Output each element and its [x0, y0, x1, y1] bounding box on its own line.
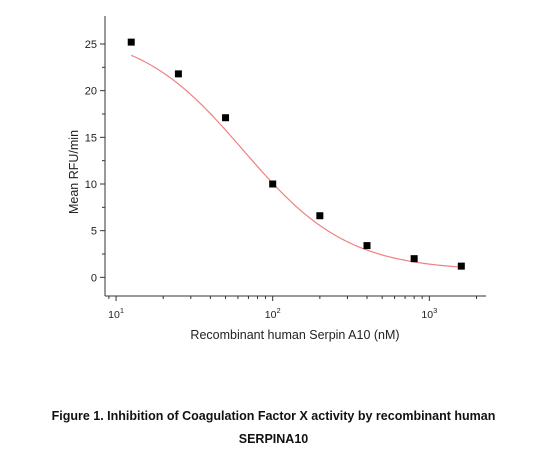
data-markers [127, 38, 465, 270]
y-tick-label: 0 [91, 272, 97, 284]
figure-caption-line-1: Figure 1. Inhibition of Coagulation Fact… [51, 409, 496, 423]
data-point [269, 180, 277, 188]
y-tick-label: 20 [85, 86, 97, 98]
figure-caption-line-2: SERPINA10 [238, 432, 309, 446]
y-axis-label: Mean RFU/min [67, 130, 81, 214]
x-tick-label: 103 [421, 306, 437, 321]
data-point [363, 242, 371, 250]
axes: 0 5 10 15 20 25 101 102 103 [85, 16, 486, 321]
y-tick-label: 5 [91, 226, 97, 238]
data-point [410, 255, 418, 263]
x-axis-label: Recombinant human Serpin A10 (nM) [190, 328, 399, 342]
data-point [127, 38, 135, 46]
fit-curve [130, 54, 462, 268]
chart: 0 5 10 15 20 25 101 102 103 Recombinant human Se… [67, 16, 486, 342]
data-point [316, 212, 324, 220]
x-tick-label: 102 [265, 306, 281, 321]
data-point [457, 262, 465, 270]
y-tick-label: 15 [85, 132, 97, 144]
x-tick-label: 101 [108, 306, 124, 321]
y-tick-label: 25 [85, 39, 97, 51]
data-point [222, 114, 230, 122]
data-point [174, 70, 182, 78]
y-tick-label: 10 [85, 179, 97, 191]
